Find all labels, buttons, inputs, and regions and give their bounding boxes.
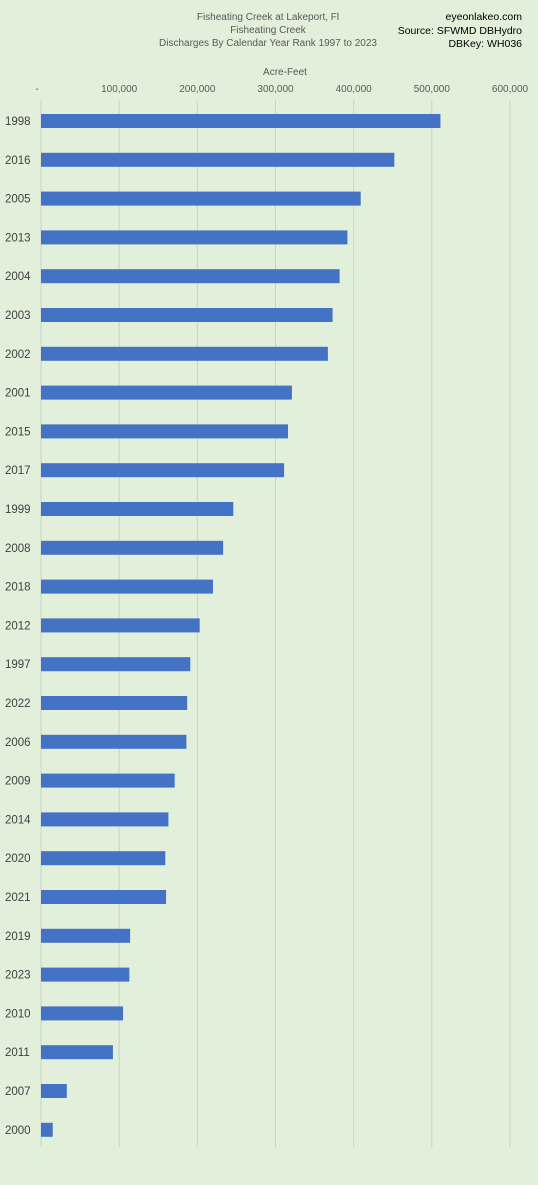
chart-title-line-3: Discharges By Calendar Year Rank 1997 to…	[159, 38, 377, 49]
bar	[41, 851, 166, 866]
bar	[41, 191, 361, 206]
bar	[41, 308, 333, 322]
bar	[41, 1122, 53, 1137]
bar	[41, 424, 289, 439]
category-label: 2014	[5, 814, 31, 826]
category-label: 1999	[5, 504, 31, 516]
x-tick-label: 400,000	[336, 84, 373, 95]
source-agency: Source: SFWMD DBHydro	[397, 24, 522, 37]
bars	[41, 114, 441, 1137]
x-tick-label: 500,000	[414, 84, 451, 95]
chart-title-line-1: Fisheating Creek at Lakeport, Fl	[196, 12, 340, 23]
category-label: 2005	[5, 194, 31, 206]
x-tick-label: -	[35, 84, 38, 95]
bar	[41, 657, 191, 672]
bar	[41, 928, 131, 943]
bar	[41, 502, 234, 516]
bar	[41, 890, 167, 904]
chart-title-block: Fisheating Creek at Lakeport, Fl Fisheat…	[140, 11, 396, 50]
category-label: 2017	[5, 465, 31, 477]
bar	[41, 579, 213, 594]
bar	[41, 1006, 124, 1021]
bar	[41, 385, 292, 400]
x-tick-label: 300,000	[257, 84, 294, 95]
category-label: 2021	[5, 892, 31, 904]
bar	[41, 734, 187, 749]
category-label: 1998	[5, 116, 31, 128]
category-label: 2020	[5, 853, 31, 865]
source-dbkey: DBKey: WH036	[448, 38, 522, 50]
bar	[41, 618, 200, 633]
category-label: 2018	[5, 582, 31, 594]
category-label: 2004	[5, 271, 31, 283]
category-label: 2011	[5, 1047, 30, 1059]
bar	[41, 346, 328, 361]
category-label: 2012	[5, 620, 31, 632]
x-tick-label: 200,000	[179, 84, 216, 95]
category-label: 2022	[5, 698, 31, 710]
category-label: 1997	[5, 659, 31, 671]
category-label: 2007	[5, 1086, 31, 1098]
bar	[41, 773, 175, 788]
bar	[41, 230, 348, 245]
bar	[41, 114, 441, 128]
bar	[41, 269, 340, 284]
category-label: 2013	[5, 232, 31, 244]
chart-title-line-2: Fisheating Creek	[230, 25, 306, 36]
bar	[41, 152, 395, 167]
bar	[41, 967, 130, 982]
category-label: 2015	[5, 426, 31, 438]
bar	[41, 540, 224, 555]
category-label: 2016	[5, 155, 31, 167]
category-label: 2008	[5, 543, 31, 555]
category-label: 2001	[5, 388, 31, 400]
category-label: 2000	[5, 1125, 31, 1137]
category-label: 2019	[5, 931, 31, 943]
bar	[41, 1084, 67, 1098]
x-axis-title: Acre-Feet	[263, 67, 307, 78]
source-website: eyeonlakeo.com	[445, 11, 522, 23]
bar	[41, 463, 285, 478]
x-tick-label: 600,000	[492, 84, 529, 95]
category-labels: 1998 2016 2005 2013 2004 2003 2002 2001 2015 2017…	[5, 116, 31, 1137]
category-label: 2006	[5, 737, 31, 749]
category-label: 2010	[5, 1008, 31, 1020]
category-label: 2009	[5, 776, 31, 788]
category-label: 2003	[5, 310, 31, 322]
bar	[41, 1045, 113, 1060]
bar	[41, 812, 169, 827]
x-tick-labels: - 100,000 200,000 300,000 400,000 500,000 600,…	[35, 84, 528, 95]
source-block: eyeonlakeo.com Source: SFWMD DBHydro DBK…	[398, 11, 522, 52]
category-label: 2002	[5, 349, 31, 361]
x-tick-label: 100,000	[101, 84, 138, 95]
bar	[41, 696, 188, 710]
category-label: 2023	[5, 970, 31, 982]
